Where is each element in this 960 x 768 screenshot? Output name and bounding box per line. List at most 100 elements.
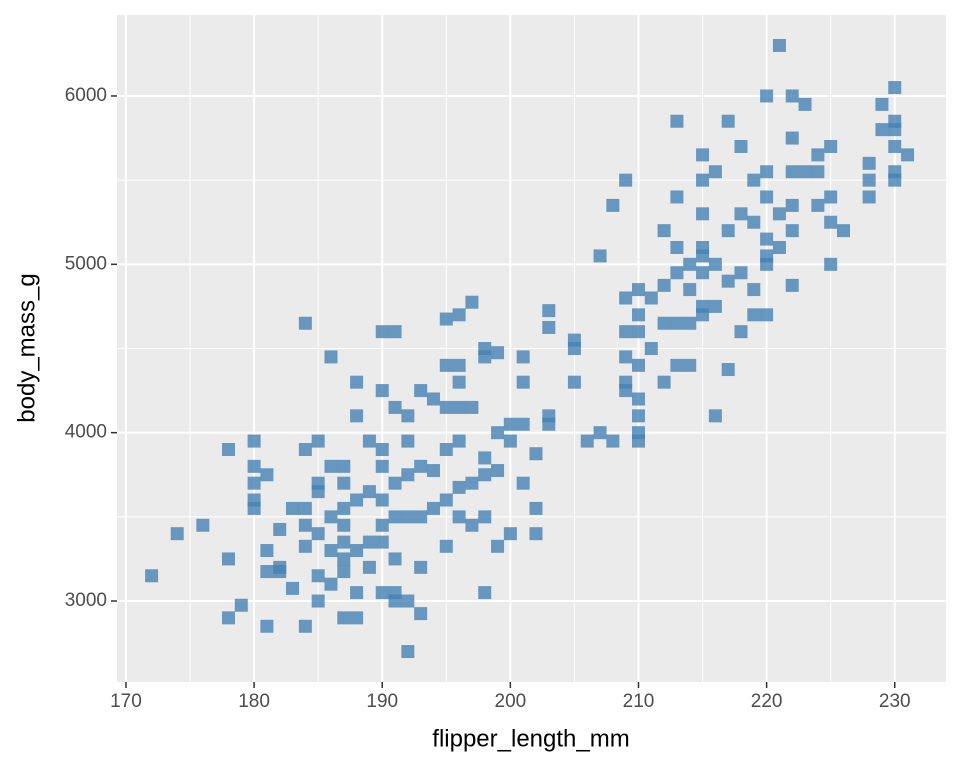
point bbox=[375, 535, 389, 549]
point bbox=[811, 148, 825, 162]
point bbox=[683, 358, 697, 372]
point bbox=[298, 316, 312, 330]
point bbox=[311, 527, 325, 541]
point bbox=[721, 274, 735, 288]
point bbox=[388, 594, 402, 608]
point bbox=[247, 476, 261, 490]
point bbox=[324, 459, 338, 473]
point bbox=[324, 510, 338, 524]
point bbox=[875, 97, 889, 111]
point bbox=[785, 131, 799, 145]
point bbox=[439, 312, 453, 326]
x-tick-label: 180 bbox=[238, 691, 270, 712]
point bbox=[824, 139, 838, 153]
point bbox=[426, 501, 440, 515]
point bbox=[260, 468, 274, 482]
point bbox=[324, 350, 338, 364]
point bbox=[785, 89, 799, 103]
point bbox=[221, 443, 235, 457]
point bbox=[452, 434, 466, 448]
point bbox=[772, 207, 786, 221]
point bbox=[503, 434, 517, 448]
point bbox=[375, 384, 389, 398]
point bbox=[516, 476, 530, 490]
point bbox=[324, 544, 338, 558]
point bbox=[888, 81, 902, 95]
point bbox=[631, 283, 645, 297]
point bbox=[465, 400, 479, 414]
point bbox=[478, 510, 492, 524]
point bbox=[452, 375, 466, 389]
point bbox=[362, 560, 376, 574]
point bbox=[708, 165, 722, 179]
point bbox=[350, 586, 364, 600]
x-tick-label: 170 bbox=[110, 691, 142, 712]
point bbox=[708, 257, 722, 271]
point bbox=[362, 535, 376, 549]
point bbox=[760, 257, 774, 271]
point bbox=[414, 384, 428, 398]
point bbox=[760, 308, 774, 322]
point bbox=[337, 459, 351, 473]
point bbox=[888, 123, 902, 137]
point bbox=[324, 577, 338, 591]
point bbox=[657, 316, 671, 330]
point bbox=[683, 283, 697, 297]
point bbox=[311, 434, 325, 448]
point bbox=[657, 375, 671, 389]
point bbox=[350, 493, 364, 507]
point bbox=[298, 539, 312, 553]
point bbox=[824, 215, 838, 229]
point bbox=[708, 409, 722, 423]
point bbox=[426, 464, 440, 478]
point bbox=[567, 342, 581, 355]
point bbox=[670, 316, 684, 330]
point bbox=[696, 266, 710, 280]
point bbox=[221, 552, 235, 566]
point bbox=[414, 560, 428, 574]
point bbox=[529, 501, 543, 515]
point bbox=[747, 215, 761, 229]
point bbox=[631, 409, 645, 423]
point bbox=[465, 518, 479, 532]
point bbox=[247, 459, 261, 473]
point bbox=[785, 224, 799, 238]
x-tick-label: 190 bbox=[366, 691, 398, 712]
point bbox=[362, 434, 376, 448]
point bbox=[529, 527, 543, 541]
point bbox=[337, 565, 351, 579]
point bbox=[785, 278, 799, 292]
point bbox=[683, 316, 697, 330]
point bbox=[734, 207, 748, 221]
point bbox=[503, 417, 517, 431]
point bbox=[414, 459, 428, 473]
point bbox=[631, 392, 645, 406]
point bbox=[414, 510, 428, 524]
y-axis-title: body_mass_g bbox=[13, 273, 40, 422]
point bbox=[631, 308, 645, 322]
point bbox=[465, 295, 479, 309]
point bbox=[298, 501, 312, 515]
point bbox=[529, 447, 543, 461]
point bbox=[401, 409, 415, 423]
point bbox=[260, 544, 274, 558]
point bbox=[875, 123, 889, 137]
point bbox=[708, 299, 722, 313]
point bbox=[670, 190, 684, 204]
point bbox=[721, 114, 735, 128]
point bbox=[247, 434, 261, 448]
point bbox=[491, 464, 505, 478]
point bbox=[516, 350, 530, 364]
point bbox=[478, 451, 492, 465]
point bbox=[798, 165, 812, 179]
point bbox=[696, 207, 710, 221]
y-tick-label: 6000 bbox=[65, 85, 107, 106]
point bbox=[516, 375, 530, 389]
point bbox=[580, 434, 594, 448]
point bbox=[388, 510, 402, 524]
point bbox=[696, 308, 710, 322]
point bbox=[888, 173, 902, 187]
x-tick-label: 210 bbox=[623, 691, 655, 712]
point bbox=[337, 501, 351, 515]
